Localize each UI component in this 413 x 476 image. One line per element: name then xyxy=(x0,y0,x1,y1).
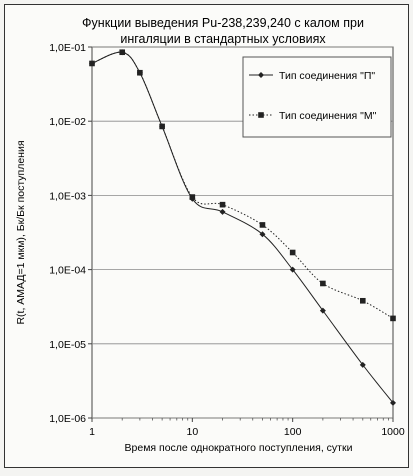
chart-figure: Функции выведения Pu-238,239,240 с калом… xyxy=(4,4,409,468)
data-point xyxy=(259,231,266,238)
data-point xyxy=(136,69,143,76)
axis-ticks: 1,0E-01 1,0E-02 1,0E-03 1,0E-04 1,0E-05 1,0E-… xyxy=(49,42,405,438)
legend-marker xyxy=(258,112,264,118)
chart-title-line-1: Функции выведения Pu-238,239,240 с калом… xyxy=(82,16,364,30)
data-point xyxy=(320,280,326,287)
legend-entry: Тип соединения "П" xyxy=(249,70,375,82)
data-point xyxy=(359,297,366,304)
data-point xyxy=(189,195,196,202)
data-point xyxy=(390,315,396,322)
data-point xyxy=(390,399,396,406)
y-tick-label: 1,0E-01 xyxy=(49,42,86,54)
data-point xyxy=(219,201,226,208)
legend-label: Тип соединения "П" xyxy=(279,70,375,82)
series-layer xyxy=(89,49,396,406)
legend-marker xyxy=(258,72,264,78)
y-axis-label: R(t, АМАД=1 мкм), Бк/Бк поступления xyxy=(15,140,27,324)
data-point xyxy=(259,222,266,228)
x-tick-label: 10 xyxy=(186,426,198,438)
legend-entry: Тип соединения "М" xyxy=(249,110,377,122)
x-axis-label: Время после однократного поступления, су… xyxy=(125,442,353,454)
data-point xyxy=(119,49,126,56)
legend-box xyxy=(242,56,392,138)
chart-svg: Функции выведения Pu-238,239,240 с калом… xyxy=(15,16,405,454)
y-tick-label: 1,0E-06 xyxy=(49,413,86,425)
data-point xyxy=(289,249,296,256)
y-tick-label: 1,0E-03 xyxy=(49,190,86,202)
data-point xyxy=(289,266,296,273)
y-tick-label: 1,0E-05 xyxy=(49,339,86,351)
y-tick-label: 1,0E-04 xyxy=(49,265,86,277)
chart-title-line-2: ингаляции в стандартных условиях xyxy=(120,32,326,46)
x-tick-label: 100 xyxy=(284,426,302,438)
series-diamond xyxy=(89,49,396,406)
data-point xyxy=(219,208,226,215)
data-point xyxy=(159,123,166,130)
data-point xyxy=(359,361,366,368)
legend: Тип соединения "П" Тип соединения "М" xyxy=(242,56,392,138)
legend-label: Тип соединения "М" xyxy=(279,110,377,122)
data-point xyxy=(319,307,326,314)
y-tick-label: 1,0E-02 xyxy=(49,116,86,128)
x-tick-label: 1 xyxy=(89,426,95,438)
x-tick-label: 1000 xyxy=(381,426,405,438)
data-point xyxy=(89,60,95,67)
